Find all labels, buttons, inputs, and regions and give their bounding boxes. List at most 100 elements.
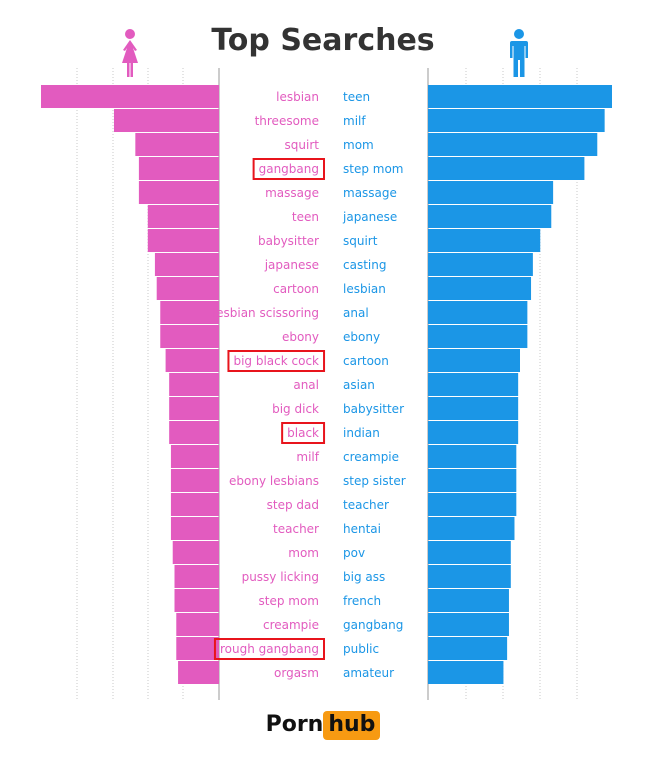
bar-right-5 (428, 205, 552, 228)
label-right-1: milf (343, 114, 366, 128)
bar-left-3 (138, 157, 219, 180)
label-right-12: asian (343, 378, 375, 392)
highlight-boxes (213, 158, 326, 660)
bar-left-12 (169, 373, 219, 396)
label-left-7: japanese (264, 258, 319, 272)
bar-right-2 (428, 133, 598, 156)
label-right-5: japanese (342, 210, 397, 224)
bar-left-17 (170, 493, 219, 516)
bar-left-15 (170, 445, 219, 468)
label-right-21: french (343, 594, 381, 608)
label-left-21: step mom (259, 594, 320, 608)
label-left-5: teen (292, 210, 319, 224)
bar-right-13 (428, 397, 519, 420)
label-right-6: squirt (343, 234, 378, 248)
bar-left-2 (135, 133, 219, 156)
bar-right-9 (428, 301, 528, 324)
bar-left-19 (172, 541, 219, 564)
bar-right-6 (428, 229, 541, 252)
label-right-3: step mom (343, 162, 404, 176)
label-left-19: mom (288, 546, 319, 560)
bar-left-1 (113, 109, 219, 132)
label-right-23: public (343, 642, 379, 656)
bar-right-18 (428, 517, 515, 540)
label-right-14: indian (343, 426, 380, 440)
label-right-20: big ass (343, 570, 385, 584)
label-left-13: big dick (272, 402, 319, 416)
label-right-0: teen (343, 90, 370, 104)
label-left-14: black (287, 426, 319, 440)
female-icon (122, 29, 138, 77)
bar-left-9 (160, 301, 219, 324)
male-icon (510, 29, 528, 77)
bar-right-22 (428, 613, 509, 636)
bar-right-17 (428, 493, 517, 516)
logo-text-hub: hub (323, 711, 381, 740)
highlight-box (252, 158, 325, 180)
bar-left-5 (147, 205, 219, 228)
bar-right-23 (428, 637, 508, 660)
label-right-7: casting (343, 258, 386, 272)
label-left-17: step dad (267, 498, 319, 512)
bar-right-0 (428, 85, 612, 108)
label-right-10: ebony (343, 330, 380, 344)
label-right-13: babysitter (343, 402, 404, 416)
top-searches-chart: Top Searches lesbian teen threesome milf squ… (41, 23, 612, 700)
label-left-8: cartoon (273, 282, 319, 296)
label-right-16: step sister (343, 474, 406, 488)
logo-text-porn: Porn (265, 712, 324, 737)
label-left-9: lesbian scissoring (213, 306, 319, 320)
bar-right-3 (428, 157, 585, 180)
bar-right-1 (428, 109, 605, 132)
label-left-4: massage (265, 186, 319, 200)
label-left-0: lesbian (276, 90, 319, 104)
label-right-8: lesbian (343, 282, 386, 296)
bar-right-16 (428, 469, 517, 492)
label-right-19: pov (343, 546, 365, 560)
label-left-2: squirt (285, 138, 320, 152)
bar-left-13 (169, 397, 219, 420)
label-left-10: ebony (282, 330, 319, 344)
bar-right-15 (428, 445, 517, 468)
label-right-9: anal (343, 306, 369, 320)
highlight-box (227, 350, 326, 372)
label-right-18: hentai (343, 522, 381, 536)
labels: lesbian teen threesome milf squirt mom gangban… (213, 90, 406, 680)
label-left-16: ebony lesbians (229, 474, 319, 488)
bar-right-11 (428, 349, 520, 372)
bar-right-24 (428, 661, 504, 684)
label-right-17: teacher (343, 498, 389, 512)
bar-left-18 (170, 517, 219, 540)
bar-left-21 (174, 589, 219, 612)
bar-left-24 (178, 661, 219, 684)
label-left-11: big black cock (233, 354, 319, 368)
bar-left-10 (160, 325, 219, 348)
bar-left-16 (170, 469, 219, 492)
bar-left-7 (154, 253, 219, 276)
bar-right-14 (428, 421, 519, 444)
bar-left-0 (41, 85, 219, 108)
label-right-22: gangbang (343, 618, 403, 632)
pornhub-logo: Porn hub (0, 711, 646, 740)
bar-right-4 (428, 181, 554, 204)
bar-right-7 (428, 253, 533, 276)
label-right-11: cartoon (343, 354, 389, 368)
bar-left-8 (156, 277, 219, 300)
bar-left-6 (147, 229, 219, 252)
bar-left-23 (176, 637, 219, 660)
label-right-4: massage (343, 186, 397, 200)
bar-right-20 (428, 565, 511, 588)
label-left-15: milf (296, 450, 319, 464)
label-right-24: amateur (343, 666, 394, 680)
label-right-2: mom (343, 138, 374, 152)
label-left-18: teacher (273, 522, 319, 536)
bar-left-11 (165, 349, 219, 372)
bar-right-12 (428, 373, 519, 396)
label-left-20: pussy licking (242, 570, 319, 584)
label-left-22: creampie (263, 618, 319, 632)
highlight-box (213, 638, 325, 660)
label-left-6: babysitter (258, 234, 319, 248)
bar-right-10 (428, 325, 528, 348)
label-right-15: creampie (343, 450, 399, 464)
bar-right-19 (428, 541, 511, 564)
